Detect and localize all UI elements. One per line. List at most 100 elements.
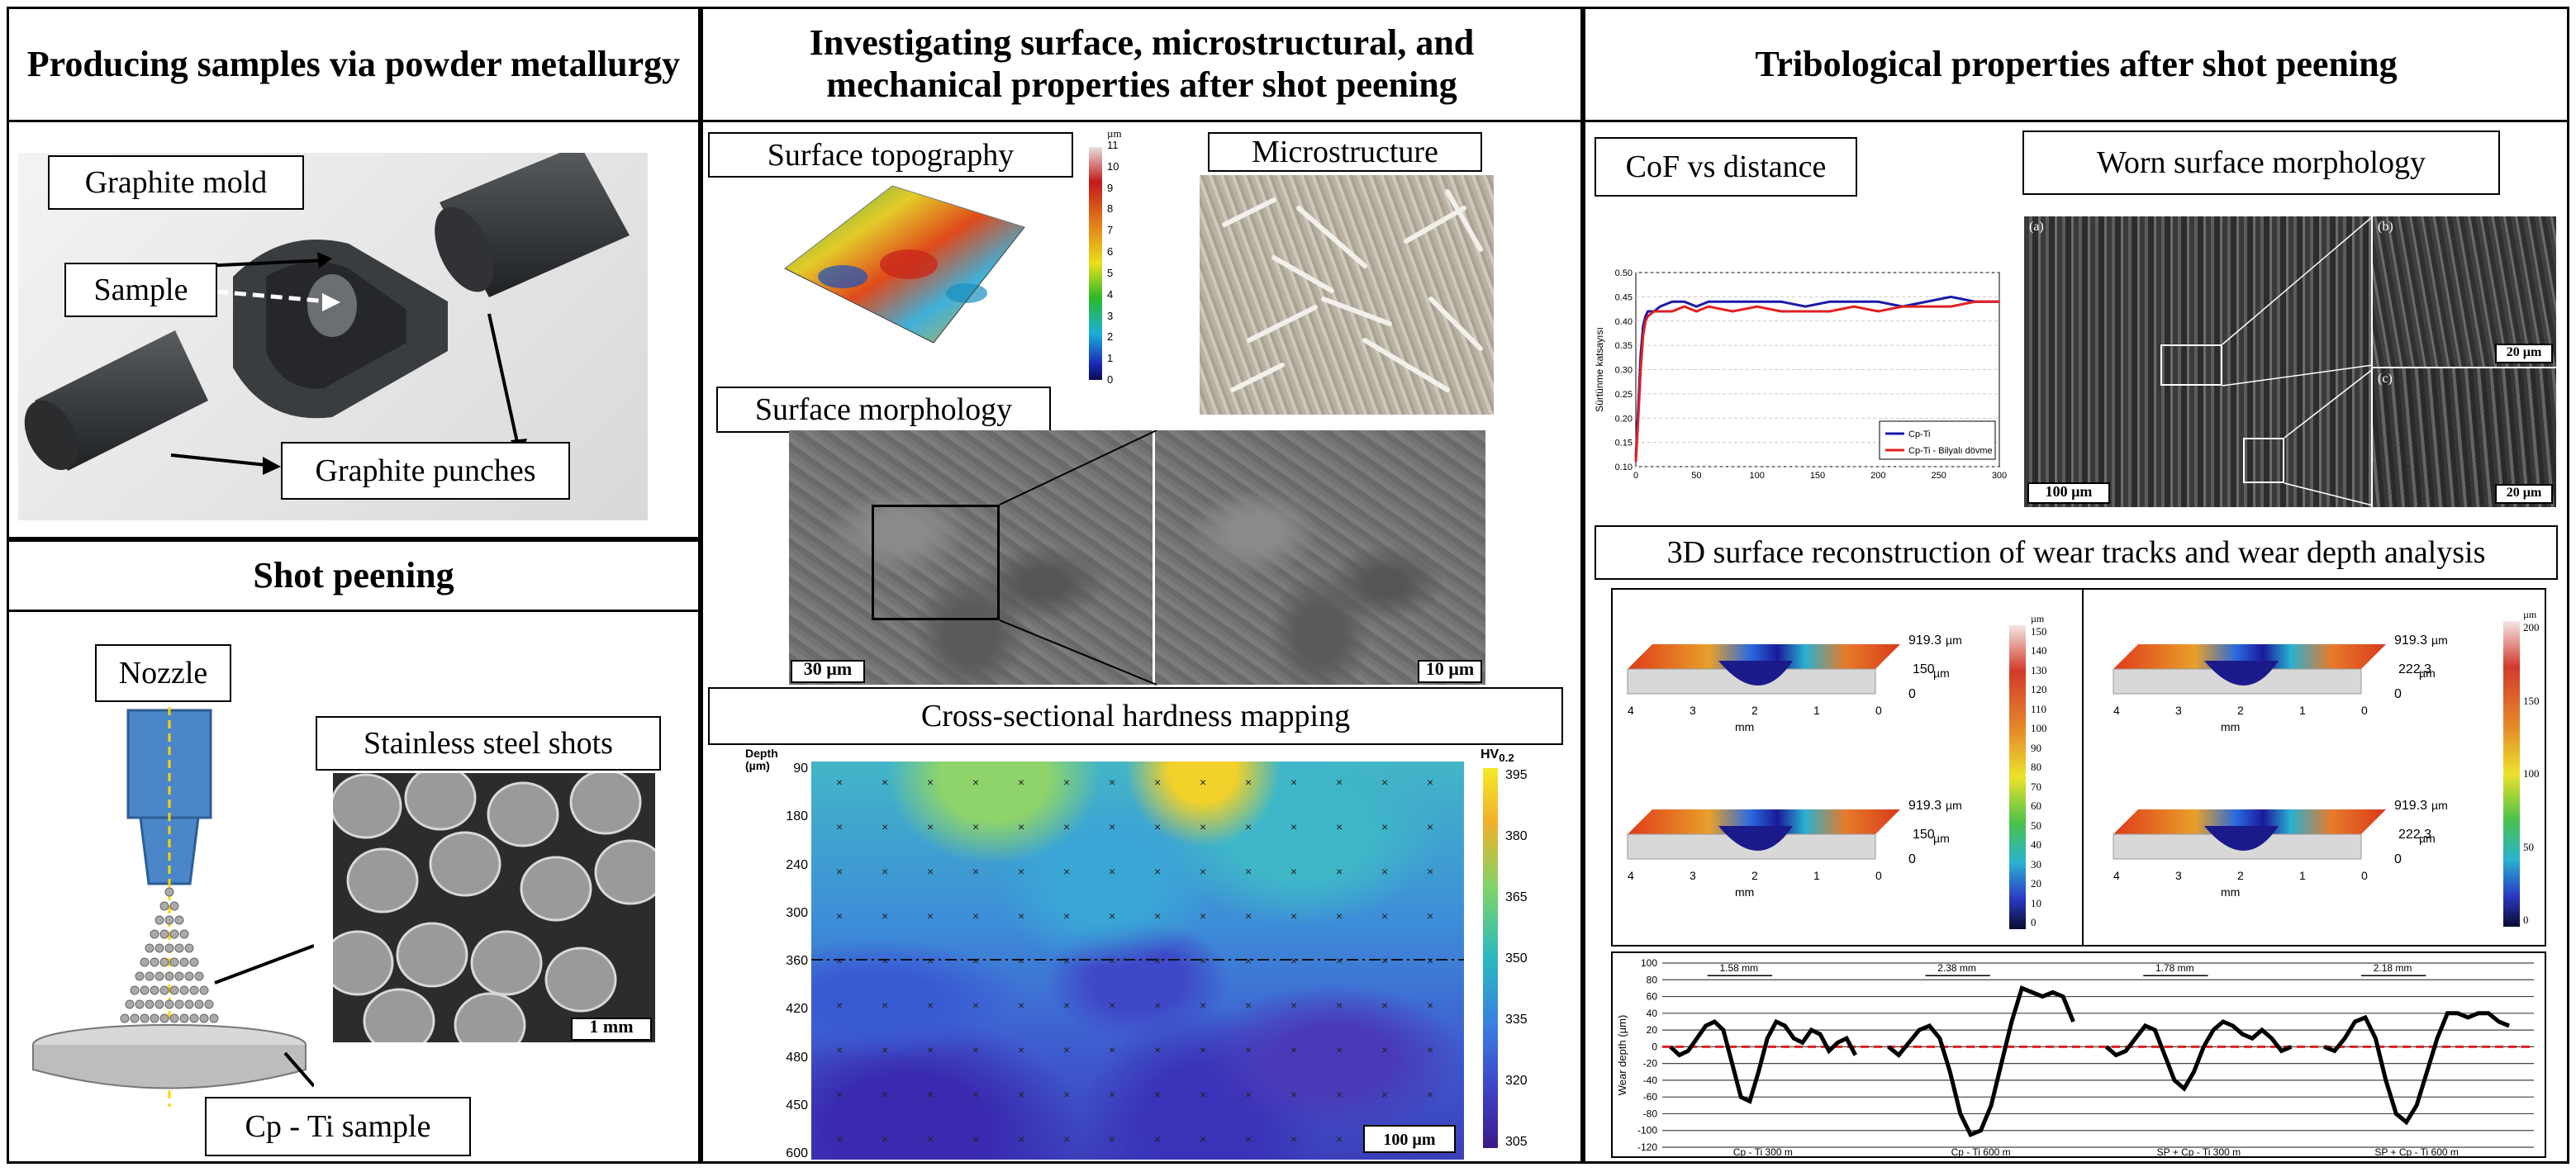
- track-x-tick: 1: [2299, 704, 2306, 717]
- track-x-tick: 3: [2175, 704, 2182, 717]
- shot-particle: [140, 1013, 150, 1023]
- shot-grain: [429, 831, 501, 897]
- shot-particle: [179, 957, 189, 967]
- tick-label: 110: [2031, 702, 2047, 715]
- indent-mark: ×: [927, 865, 934, 878]
- indent-mark: ×: [1018, 1043, 1024, 1056]
- cof-chart: 0.50 0.45 0.40 0.35 0.30 0.25 0.20 0.15 0.10 0 50 1…: [1586, 264, 2008, 496]
- worn-scale-b: 20 µm: [2495, 344, 2553, 363]
- indent-mark: ×: [1200, 1132, 1206, 1146]
- track-x-tick: 3: [1690, 869, 1696, 882]
- indent-mark: ×: [1336, 1088, 1343, 1101]
- indent-mark: ×: [927, 1043, 934, 1056]
- alpha-needle: [1428, 297, 1483, 351]
- shot-particle: [174, 999, 184, 1009]
- morph-scale-right: 10 µm: [1418, 658, 1482, 683]
- indent-mark: ×: [972, 820, 979, 833]
- indent-mark: ×: [836, 1132, 843, 1146]
- topography-unit: µm: [1107, 127, 1122, 140]
- hardness-scale-text: 100 µm: [1383, 1131, 1436, 1149]
- tick-label: 305: [1505, 1135, 1528, 1149]
- indent-mark: ×: [1063, 776, 1070, 789]
- indent-mark: ×: [1200, 999, 1206, 1012]
- indent-mark: ×: [1200, 776, 1206, 789]
- indent-mark: ×: [972, 865, 979, 878]
- alpha-needle: [1296, 206, 1367, 268]
- wear-ylabel: Wear depth (µm): [1616, 1015, 1628, 1096]
- shot-particle: [159, 985, 169, 995]
- tick-label: 450: [786, 1098, 808, 1113]
- indent-mark: ×: [1290, 1132, 1297, 1146]
- graphite-punch-left: [24, 330, 208, 471]
- track-unit-1: µm: [2431, 799, 2448, 812]
- indent-mark: ×: [1336, 865, 1343, 878]
- cof-x-tick: 250: [1931, 471, 1946, 481]
- tick-label: 80: [2031, 761, 2041, 774]
- indent-mark: ×: [1109, 1043, 1115, 1056]
- cof-series-1: [1634, 300, 1999, 463]
- arrow-punch-right: [487, 313, 520, 447]
- track-unit-2: µm: [2419, 667, 2436, 680]
- indent-mark: ×: [927, 1132, 934, 1146]
- shot-grain: [333, 773, 402, 839]
- tick-label: 320: [1505, 1074, 1528, 1088]
- wear-width-label: 2.38 mm: [1937, 962, 1976, 974]
- indent-mark: ×: [1427, 820, 1433, 833]
- indent-mark: ×: [1245, 909, 1252, 923]
- tick-label: 50: [2523, 840, 2534, 853]
- indent-mark: ×: [1109, 999, 1115, 1012]
- indent-mark: ×: [1109, 776, 1115, 789]
- cof-y-tick: 0.30: [1615, 366, 1633, 376]
- track-x-tick: 4: [2113, 869, 2120, 882]
- cof-legend: [1879, 420, 1996, 460]
- track-length: 919.3: [1908, 799, 1942, 813]
- tick-label: 350: [1505, 951, 1528, 966]
- shot-particle: [154, 999, 164, 1009]
- surface-morphology-sem-low: 30 µm: [789, 430, 1153, 685]
- track-x-tick: 2: [1751, 704, 1758, 717]
- worn-scale-c: 20 µm: [2495, 484, 2553, 504]
- indent-mark: ×: [1109, 865, 1115, 878]
- indent-mark: ×: [1200, 820, 1206, 833]
- indent-mark: ×: [1109, 1132, 1115, 1146]
- tick-label: 0: [2031, 916, 2037, 928]
- indent-mark: ×: [1018, 999, 1024, 1012]
- track-top: [2113, 644, 2386, 669]
- powder-metallurgy-header: Producing samples via powder metallurgy: [7, 7, 701, 122]
- track-x-tick: 4: [1628, 869, 1634, 882]
- wear-y-tick: -80: [1643, 1108, 1658, 1119]
- indent-mark: ×: [1063, 999, 1070, 1012]
- indent-mark: ×: [1154, 1043, 1161, 1056]
- tick-label: 240: [786, 857, 808, 872]
- wear-profile-2: [2104, 1019, 2293, 1092]
- indent-mark: ×: [1200, 909, 1206, 923]
- track-height: 222.3: [2398, 828, 2431, 842]
- cof-legend-label: Cp-Ti - Bilyalı dövme: [1908, 446, 1993, 456]
- shot-particle: [164, 971, 174, 981]
- track-x-tick: 0: [1875, 869, 1882, 882]
- indent-mark: ×: [1245, 999, 1252, 1012]
- shot-particle: [145, 971, 154, 981]
- track-x-tick: 1: [1813, 869, 1820, 882]
- indent-mark: ×: [882, 1043, 888, 1056]
- indent-mark: ×: [1381, 820, 1388, 833]
- indent-mark: ×: [1336, 776, 1343, 789]
- indent-mark: ×: [1427, 1088, 1433, 1101]
- shot-particle: [145, 943, 154, 953]
- tick-label: 150: [2523, 694, 2540, 707]
- worn-sem-b: (b) 20 µm: [2373, 216, 2556, 367]
- indent-mark: ×: [1381, 1088, 1388, 1101]
- graphite-mold: [233, 240, 448, 419]
- alpha-needle: [1404, 206, 1466, 244]
- shot-particle: [184, 971, 194, 981]
- wear-width-label: 2.18 mm: [2374, 962, 2412, 974]
- indent-mark: ×: [1290, 1043, 1297, 1056]
- shot-particle: [184, 943, 194, 953]
- indent-mark: ×: [1427, 776, 1433, 789]
- worn-tag-c: (c): [2378, 372, 2393, 386]
- indent-mark: ×: [1109, 909, 1115, 923]
- shot-grain: [594, 839, 655, 905]
- alpha-needle: [1247, 305, 1318, 343]
- cof-legend-label: Cp-Ti: [1908, 429, 1930, 439]
- tick-label: 70: [2031, 780, 2041, 793]
